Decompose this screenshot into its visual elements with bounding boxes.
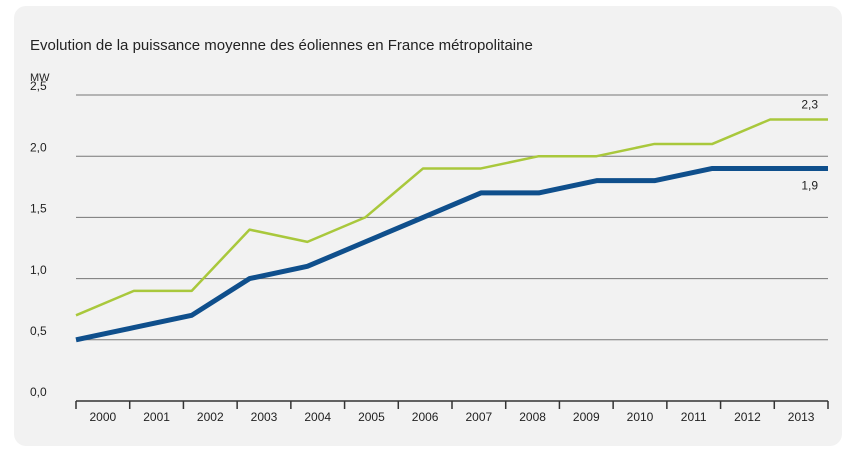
chart-title: Evolution de la puissance moyenne des éo…	[30, 37, 533, 54]
value-label: 1,9	[801, 179, 818, 193]
y-tick-label: 0,5	[30, 324, 47, 338]
card	[14, 6, 842, 446]
line-series	[75, 118, 828, 317]
y-tick-label: 2,5	[30, 79, 47, 93]
y-tick-label: 2,0	[30, 140, 47, 154]
y-tick-label: 0,0	[30, 385, 47, 399]
line-series	[75, 165, 828, 343]
x-tick-label: 2011	[681, 410, 707, 424]
y-tick-label: 1,5	[30, 202, 47, 216]
x-tick-label: 2012	[734, 410, 761, 424]
x-tick-label: 2010	[627, 410, 654, 424]
x-tick-label: 2008	[519, 410, 546, 424]
x-tick-label: 2004	[304, 410, 331, 424]
x-tick-label: 2003	[251, 410, 278, 424]
x-tick-label: 2009	[573, 410, 600, 424]
value-label: 2,3	[801, 98, 818, 112]
x-tick-label: 2006	[412, 410, 439, 424]
x-tick-label: 2007	[466, 410, 493, 424]
x-tick-label: 2002	[197, 410, 224, 424]
y-axis-label: MW	[30, 72, 50, 84]
x-tick-label: 2005	[358, 410, 385, 424]
y-tick-label: 1,0	[30, 263, 47, 277]
x-tick-label: 2013	[788, 410, 815, 424]
x-tick-label: 2001	[143, 410, 170, 424]
x-tick-label: 2000	[90, 410, 117, 424]
